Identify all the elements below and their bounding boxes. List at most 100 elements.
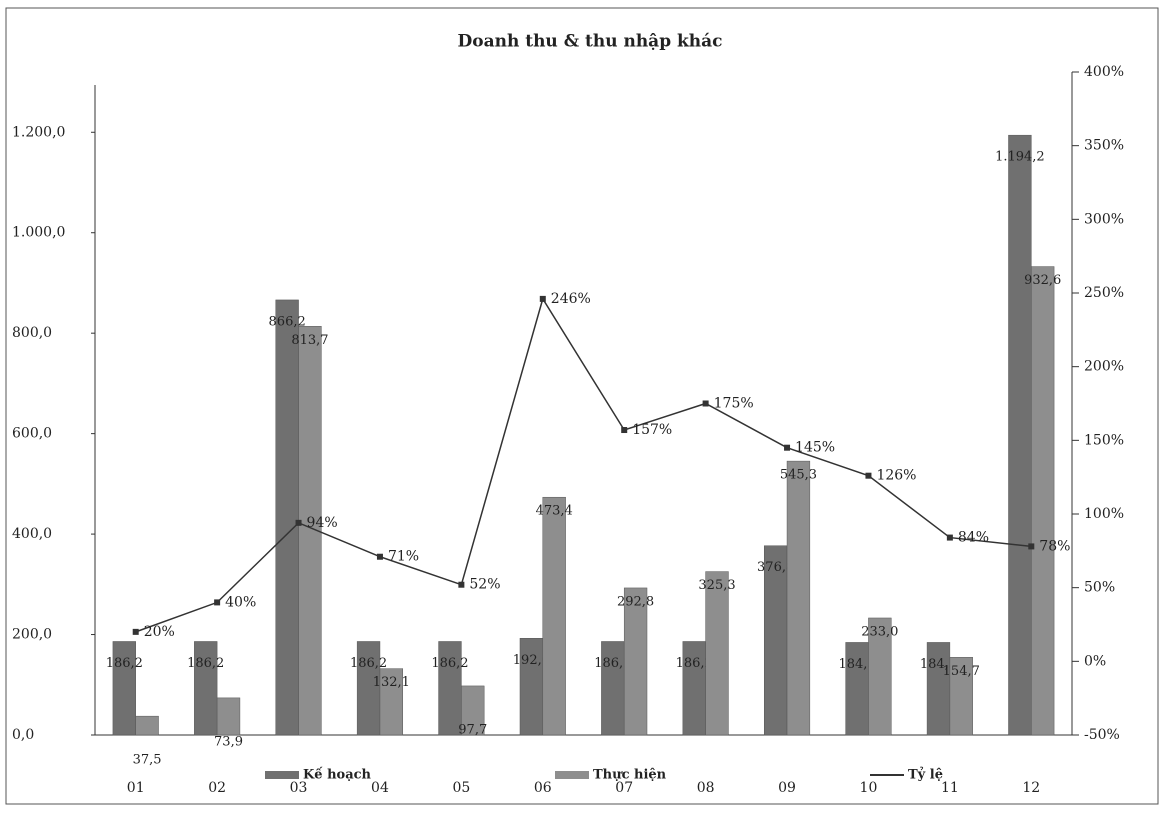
line-marker [784, 444, 791, 451]
bar [542, 496, 566, 736]
x-tick-label: 05 [452, 780, 470, 796]
line-value-label: 40% [225, 594, 256, 610]
line-value-label: 94% [307, 515, 338, 531]
x-tick-label: 11 [941, 780, 959, 796]
x-tick-label: 02 [208, 780, 226, 796]
bar [1008, 134, 1032, 736]
line-marker [214, 599, 221, 606]
line-marker [376, 553, 383, 560]
bar-value-label: 192,6 [513, 653, 550, 668]
y-tick-label: 0,0 [12, 727, 34, 743]
x-tick-label: 06 [534, 780, 552, 796]
bar-value-label: 186,2 [676, 656, 713, 671]
bar [216, 697, 241, 736]
frame [5, 7, 1159, 805]
y-tick-label: 1.000,0 [12, 225, 65, 241]
bar-value-label: 73,9 [214, 734, 243, 749]
line-marker [458, 581, 465, 588]
bar-value-label: 932,6 [1024, 273, 1061, 288]
y2-tick-label: 150% [1084, 432, 1124, 448]
legend-swatch [555, 771, 589, 779]
line-value-label: 78% [1039, 538, 1070, 554]
line-marker [1028, 543, 1035, 550]
line-marker [946, 534, 953, 541]
legend-label: Tỷ lệ [908, 768, 943, 783]
bar-value-label: 37,5 [133, 753, 162, 768]
bar-value-label: 186,2 [431, 656, 468, 671]
x-tick-label: 10 [860, 780, 878, 796]
line-value-label: 20% [144, 624, 175, 640]
bar-value-label: 184,3 [920, 657, 957, 672]
bar-value-label: 184,3 [838, 657, 875, 672]
legend-label: Thực hiện [593, 768, 667, 783]
y-tick-label: 400,0 [12, 526, 52, 542]
bar-value-label: 186,2 [187, 656, 224, 671]
line-value-label: 145% [795, 440, 835, 456]
bar [949, 657, 973, 736]
bar [135, 715, 159, 736]
y-tick-label: 1.200,0 [12, 124, 65, 140]
bar [461, 685, 485, 736]
y2-tick-label: 300% [1084, 211, 1124, 227]
bar-value-label: 545,3 [780, 468, 817, 483]
x-tick-label: 03 [290, 780, 308, 796]
bar-value-label: 186,2 [594, 656, 631, 671]
bar-value-label: 325,3 [698, 578, 735, 593]
y2-tick-label: 350% [1084, 138, 1124, 154]
y2-tick-label: 50% [1084, 580, 1115, 596]
x-tick-label: 01 [127, 780, 145, 796]
bar-value-label: 186,2 [106, 656, 143, 671]
line-value-label: 84% [958, 530, 989, 546]
y-tick-label: 800,0 [12, 325, 52, 341]
line-marker [132, 628, 139, 635]
line-marker [621, 427, 628, 434]
bar [868, 617, 892, 736]
line-marker [702, 400, 709, 407]
y2-tick-label: 400% [1084, 64, 1124, 80]
line [135, 297, 1032, 633]
bar [112, 641, 136, 736]
bar [298, 326, 322, 736]
line-marker [295, 519, 302, 526]
bar-value-label: 97,7 [458, 722, 487, 737]
y2-tick-label: 0% [1084, 653, 1106, 669]
chart-title: Doanh thu & thu nhập khác [457, 32, 722, 52]
x-tick-label: 07 [615, 780, 633, 796]
y-tick-label: 600,0 [12, 426, 52, 442]
bar-value-label: 154,7 [943, 664, 980, 679]
line-value-label: 157% [632, 422, 672, 438]
line-marker [539, 295, 546, 302]
x-tick-label: 09 [778, 780, 796, 796]
line-value-label: 175% [714, 396, 754, 412]
bar-value-label: 866,2 [269, 314, 306, 329]
x-tick-label: 12 [1022, 780, 1040, 796]
y2-tick-label: 100% [1084, 506, 1124, 522]
y2-tick-label: -50% [1084, 727, 1120, 743]
bar [379, 668, 404, 736]
bar [1031, 266, 1055, 736]
bar [275, 299, 299, 736]
bar [623, 587, 648, 736]
line-value-label: 126% [876, 468, 916, 484]
bar-value-label: 233,0 [861, 624, 898, 639]
line-value-label: 52% [469, 577, 500, 593]
y2-tick-label: 250% [1084, 285, 1124, 301]
bar-value-label: 473,4 [536, 504, 573, 519]
bar-value-label: 813,7 [291, 333, 328, 348]
bar [705, 571, 729, 736]
bar-value-label: 186,2 [350, 656, 387, 671]
legend-swatch [265, 771, 299, 779]
y2-tick-label: 200% [1084, 359, 1124, 375]
y-tick-label: 200,0 [12, 627, 52, 643]
line-value-label: 71% [388, 549, 419, 565]
bar-value-label: 1.194,2 [995, 150, 1045, 165]
line-marker [865, 472, 872, 479]
line-value-label: 246% [551, 291, 591, 307]
legend-label: Kế hoạch [303, 767, 372, 783]
bar [194, 641, 218, 736]
x-tick-label: 04 [371, 780, 389, 796]
bar-value-label: 376,8 [757, 560, 794, 575]
bar-value-label: 292,8 [617, 594, 654, 609]
bar-value-label: 132,1 [373, 675, 410, 690]
